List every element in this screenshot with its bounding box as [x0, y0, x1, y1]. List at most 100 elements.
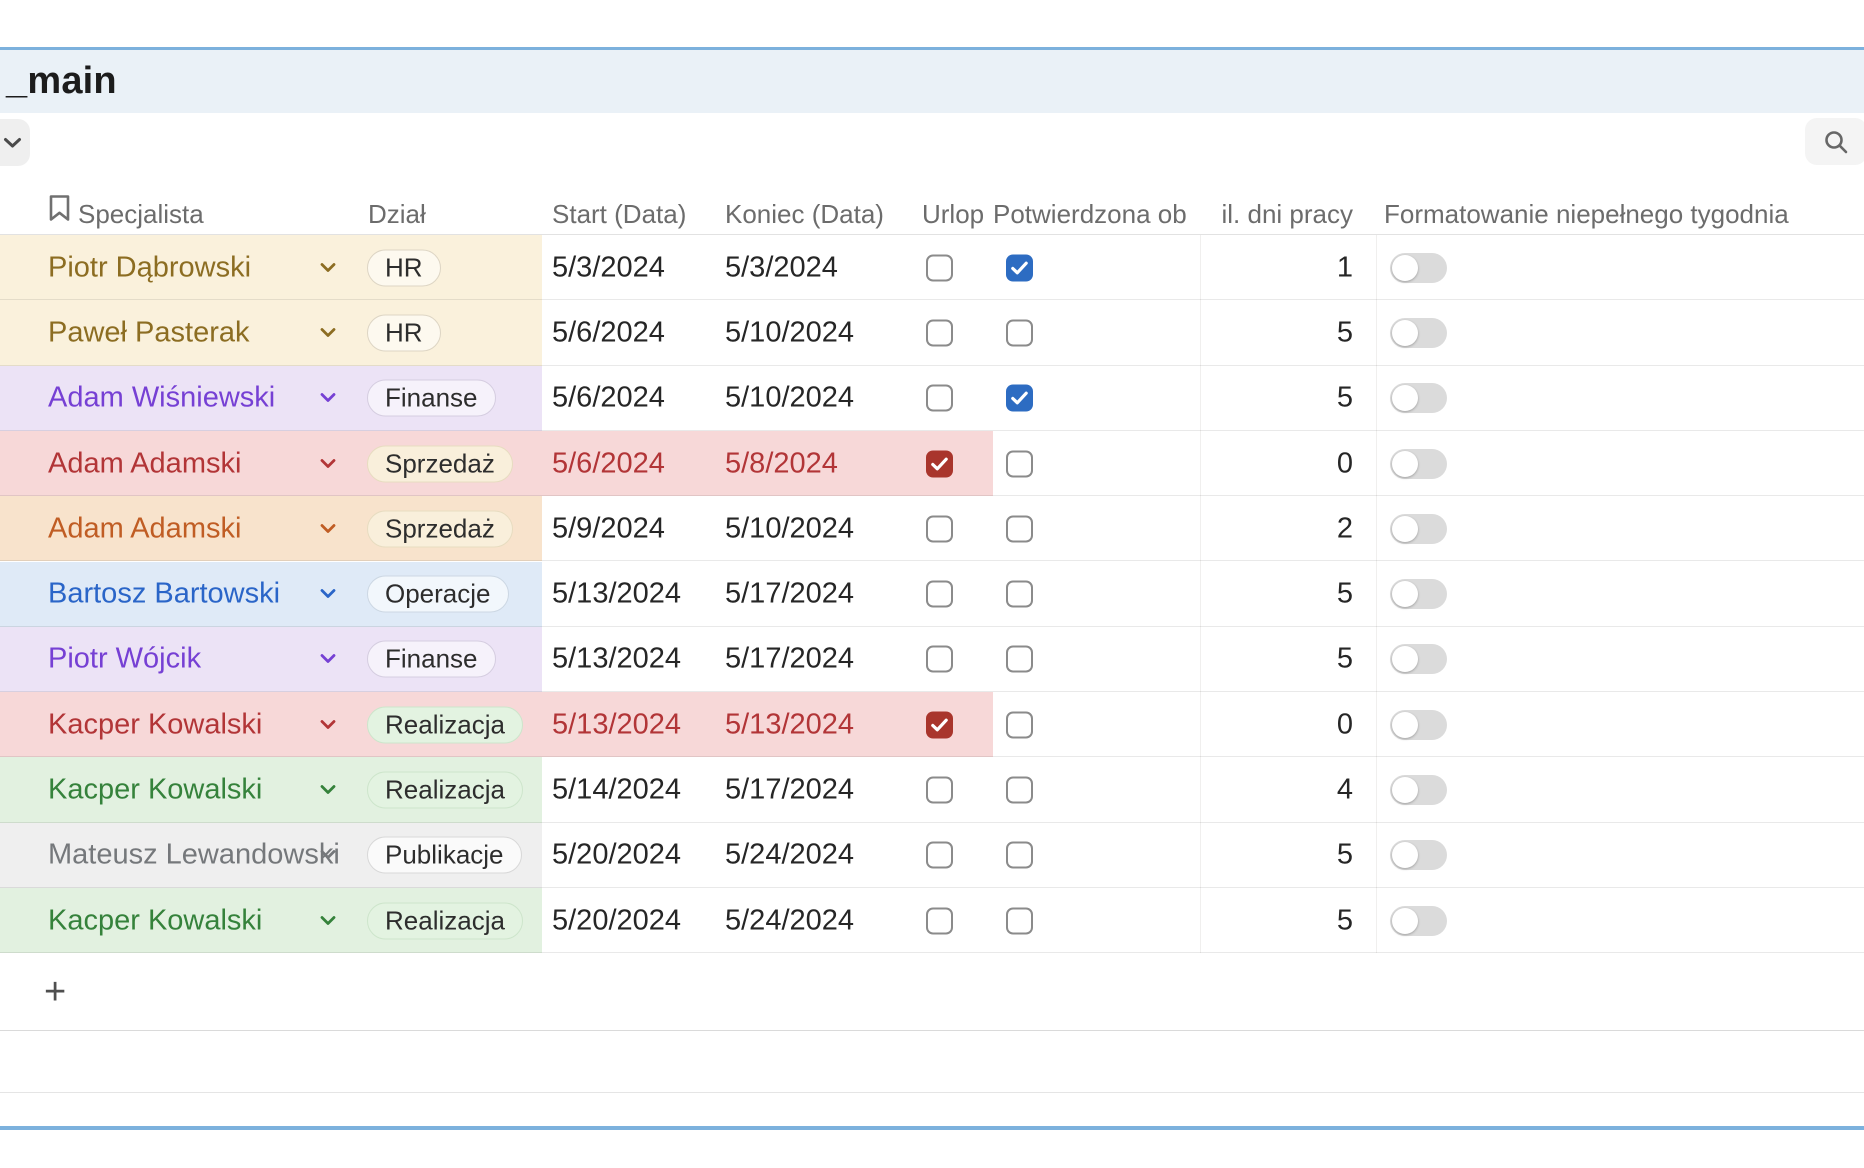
urlop-checkbox[interactable] [926, 646, 953, 673]
start-date-cell[interactable]: 5/9/2024 [552, 512, 665, 545]
department-badge[interactable]: Realizacja [367, 772, 523, 809]
urlop-checkbox[interactable] [926, 777, 953, 804]
department-badge[interactable]: HR [367, 249, 441, 286]
formatting-toggle[interactable] [1390, 318, 1447, 348]
work-days-cell[interactable]: 5 [1337, 382, 1353, 415]
potwierdzona-checkbox[interactable] [1006, 385, 1033, 412]
end-date-cell[interactable]: 5/17/2024 [725, 578, 854, 611]
specialist-name[interactable]: Mateusz Lewandowski [48, 839, 340, 872]
end-date-cell[interactable]: 5/10/2024 [725, 316, 854, 349]
table-row[interactable]: Adam Adamski Sprzedaż 5/9/2024 5/10/2024… [0, 496, 1864, 561]
potwierdzona-checkbox[interactable] [1006, 254, 1033, 281]
work-days-cell[interactable]: 0 [1337, 447, 1353, 480]
urlop-checkbox[interactable] [926, 842, 953, 869]
table-row[interactable]: Adam Adamski Sprzedaż 5/6/2024 5/8/2024 … [0, 431, 1864, 496]
department-badge[interactable]: Sprzedaż [367, 445, 513, 482]
formatting-toggle[interactable] [1390, 840, 1447, 870]
chevron-down-icon[interactable] [320, 916, 336, 926]
end-date-cell[interactable]: 5/8/2024 [725, 447, 838, 480]
chevron-down-icon[interactable] [320, 524, 336, 534]
start-date-cell[interactable]: 5/6/2024 [552, 447, 665, 480]
end-date-cell[interactable]: 5/13/2024 [725, 708, 854, 741]
column-header-formatowanie[interactable]: Formatowanie niepełnego tygodnia [1384, 199, 1789, 230]
chevron-down-icon[interactable] [320, 589, 336, 599]
specialist-name[interactable]: Kacper Kowalski [48, 774, 262, 807]
department-badge[interactable]: Realizacja [367, 902, 523, 939]
table-row[interactable]: Kacper Kowalski Realizacja 5/14/2024 5/1… [0, 757, 1864, 822]
formatting-toggle[interactable] [1390, 514, 1447, 544]
work-days-cell[interactable]: 2 [1337, 512, 1353, 545]
table-row[interactable]: Piotr Wójcik Finanse 5/13/2024 5/17/2024… [0, 627, 1864, 692]
department-badge[interactable]: Sprzedaż [367, 510, 513, 547]
add-row-button[interactable]: + [0, 953, 1864, 1031]
work-days-cell[interactable]: 1 [1337, 251, 1353, 284]
work-days-cell[interactable]: 5 [1337, 578, 1353, 611]
specialist-name[interactable]: Adam Wiśniewski [48, 382, 275, 415]
department-badge[interactable]: Finanse [367, 380, 496, 417]
potwierdzona-checkbox[interactable] [1006, 842, 1033, 869]
formatting-toggle[interactable] [1390, 383, 1447, 413]
chevron-down-icon[interactable] [320, 654, 336, 664]
department-badge[interactable]: HR [367, 314, 441, 351]
urlop-checkbox[interactable] [926, 450, 953, 477]
start-date-cell[interactable]: 5/6/2024 [552, 382, 665, 415]
chevron-down-icon[interactable] [320, 850, 336, 860]
urlop-checkbox[interactable] [926, 254, 953, 281]
end-date-cell[interactable]: 5/10/2024 [725, 512, 854, 545]
end-date-cell[interactable]: 5/17/2024 [725, 643, 854, 676]
table-row[interactable]: Paweł Pasterak HR 5/6/2024 5/10/2024 5 [0, 300, 1864, 365]
work-days-cell[interactable]: 0 [1337, 708, 1353, 741]
work-days-cell[interactable]: 5 [1337, 904, 1353, 937]
urlop-checkbox[interactable] [926, 581, 953, 608]
end-date-cell[interactable]: 5/17/2024 [725, 774, 854, 807]
potwierdzona-checkbox[interactable] [1006, 450, 1033, 477]
table-row[interactable]: Piotr Dąbrowski HR 5/3/2024 5/3/2024 1 [0, 235, 1864, 300]
formatting-toggle[interactable] [1390, 579, 1447, 609]
chevron-down-icon[interactable] [320, 720, 336, 730]
specialist-name[interactable]: Kacper Kowalski [48, 904, 262, 937]
department-badge[interactable]: Realizacja [367, 706, 523, 743]
end-date-cell[interactable]: 5/10/2024 [725, 382, 854, 415]
column-header-start[interactable]: Start (Data) [552, 199, 686, 230]
urlop-checkbox[interactable] [926, 319, 953, 346]
chevron-down-icon[interactable] [320, 393, 336, 403]
specialist-name[interactable]: Piotr Dąbrowski [48, 251, 251, 284]
urlop-checkbox[interactable] [926, 711, 953, 738]
end-date-cell[interactable]: 5/24/2024 [725, 904, 854, 937]
table-row[interactable]: Kacper Kowalski Realizacja 5/13/2024 5/1… [0, 692, 1864, 757]
column-header-koniec[interactable]: Koniec (Data) [725, 199, 884, 230]
potwierdzona-checkbox[interactable] [1006, 711, 1033, 738]
table-row[interactable]: Mateusz Lewandowski Publikacje 5/20/2024… [0, 823, 1864, 888]
table-row[interactable]: Bartosz Bartowski Operacje 5/13/2024 5/1… [0, 562, 1864, 627]
specialist-name[interactable]: Adam Adamski [48, 447, 241, 480]
end-date-cell[interactable]: 5/24/2024 [725, 839, 854, 872]
collapse-button[interactable] [0, 119, 30, 166]
potwierdzona-checkbox[interactable] [1006, 646, 1033, 673]
column-header-urlop[interactable]: Urlop [922, 199, 984, 230]
urlop-checkbox[interactable] [926, 385, 953, 412]
work-days-cell[interactable]: 5 [1337, 839, 1353, 872]
formatting-toggle[interactable] [1390, 253, 1447, 283]
column-header-dni-pracy[interactable]: il. dni pracy [1222, 199, 1354, 230]
search-button[interactable] [1805, 118, 1864, 165]
chevron-down-icon[interactable] [320, 459, 336, 469]
end-date-cell[interactable]: 5/3/2024 [725, 251, 838, 284]
start-date-cell[interactable]: 5/13/2024 [552, 708, 681, 741]
work-days-cell[interactable]: 5 [1337, 316, 1353, 349]
formatting-toggle[interactable] [1390, 449, 1447, 479]
start-date-cell[interactable]: 5/3/2024 [552, 251, 665, 284]
column-header-potwierdzona[interactable]: Potwierdzona ob [993, 199, 1187, 230]
potwierdzona-checkbox[interactable] [1006, 319, 1033, 346]
column-header-dzial[interactable]: Dział [368, 199, 426, 230]
specialist-name[interactable]: Piotr Wójcik [48, 643, 201, 676]
potwierdzona-checkbox[interactable] [1006, 581, 1033, 608]
urlop-checkbox[interactable] [926, 515, 953, 542]
work-days-cell[interactable]: 5 [1337, 643, 1353, 676]
chevron-down-icon[interactable] [320, 263, 336, 273]
department-badge[interactable]: Finanse [367, 641, 496, 678]
potwierdzona-checkbox[interactable] [1006, 515, 1033, 542]
start-date-cell[interactable]: 5/20/2024 [552, 904, 681, 937]
table-row[interactable]: Kacper Kowalski Realizacja 5/20/2024 5/2… [0, 888, 1864, 953]
start-date-cell[interactable]: 5/6/2024 [552, 316, 665, 349]
urlop-checkbox[interactable] [926, 907, 953, 934]
